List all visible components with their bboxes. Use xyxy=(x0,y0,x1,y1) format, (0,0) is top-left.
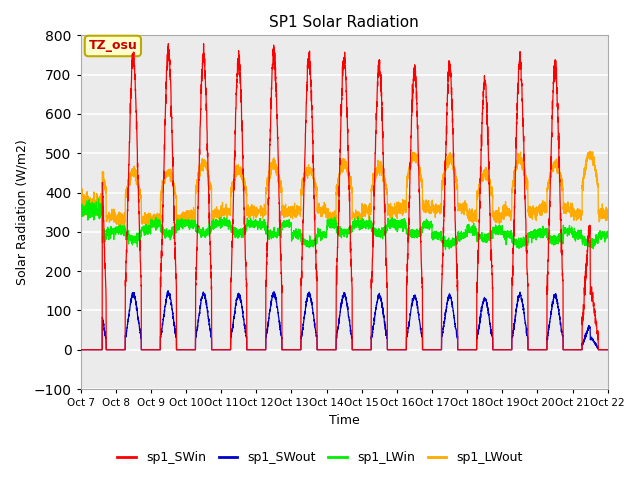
sp1_SWout xyxy=(462,347,470,353)
sp1_LWout xyxy=(172,190,179,196)
sp1_LWout xyxy=(492,220,500,226)
sp1_LWin xyxy=(492,228,500,233)
sp1_LWout xyxy=(604,212,611,217)
Title: SP1 Solar Radiation: SP1 Solar Radiation xyxy=(269,15,419,30)
sp1_SWout xyxy=(433,347,441,353)
sp1_SWout xyxy=(604,347,612,353)
sp1_SWout xyxy=(172,330,179,336)
sp1_SWout xyxy=(77,347,84,353)
sp1_LWin xyxy=(172,221,179,227)
sp1_LWout xyxy=(586,148,594,154)
sp1_LWin xyxy=(77,204,84,210)
sp1_LWout xyxy=(604,212,612,217)
Line: sp1_SWout: sp1_SWout xyxy=(81,291,608,350)
sp1_SWout xyxy=(604,347,611,353)
sp1_SWin xyxy=(433,347,441,353)
sp1_LWin xyxy=(442,247,449,252)
sp1_LWout xyxy=(462,206,470,212)
Line: sp1_LWin: sp1_LWin xyxy=(81,198,608,250)
sp1_LWout xyxy=(147,227,154,232)
Text: TZ_osu: TZ_osu xyxy=(88,39,137,52)
sp1_LWin xyxy=(462,228,470,234)
sp1_LWin xyxy=(604,230,612,236)
sp1_SWin xyxy=(604,347,612,353)
sp1_SWin xyxy=(324,347,332,353)
sp1_SWin xyxy=(172,255,179,261)
X-axis label: Time: Time xyxy=(329,414,360,427)
sp1_LWout xyxy=(77,207,84,213)
sp1_LWin xyxy=(433,233,441,239)
Line: sp1_SWin: sp1_SWin xyxy=(81,44,608,350)
sp1_SWout xyxy=(324,347,332,353)
sp1_LWout xyxy=(324,218,332,224)
Legend: sp1_SWin, sp1_SWout, sp1_LWin, sp1_LWout: sp1_SWin, sp1_SWout, sp1_LWin, sp1_LWout xyxy=(113,446,527,469)
sp1_SWout xyxy=(492,347,500,353)
sp1_SWout xyxy=(164,288,172,294)
sp1_LWin xyxy=(604,231,611,237)
sp1_SWin xyxy=(164,41,172,47)
sp1_SWin xyxy=(492,347,500,353)
sp1_LWin xyxy=(95,195,102,201)
sp1_LWin xyxy=(324,220,332,226)
sp1_SWin xyxy=(604,347,611,353)
sp1_SWin xyxy=(77,347,84,353)
Y-axis label: Solar Radiation (W/m2): Solar Radiation (W/m2) xyxy=(15,139,28,285)
sp1_LWout xyxy=(433,205,441,211)
sp1_SWin xyxy=(462,347,470,353)
Line: sp1_LWout: sp1_LWout xyxy=(81,151,608,229)
